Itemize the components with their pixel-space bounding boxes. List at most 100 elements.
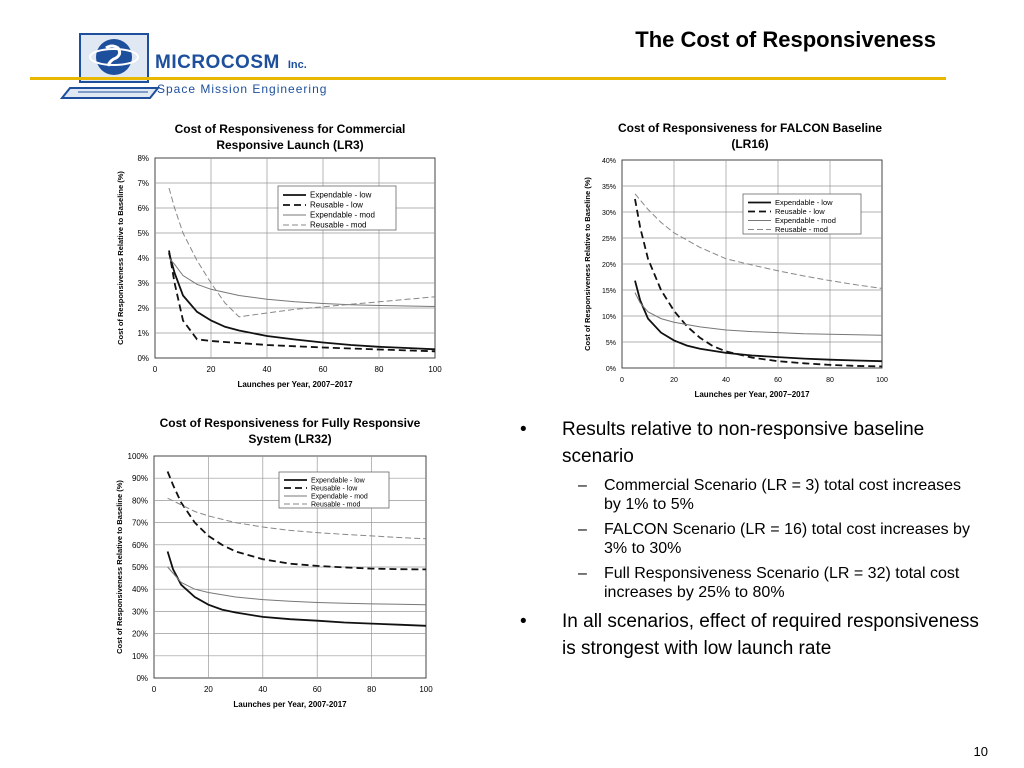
legend-label: Expendable - low <box>310 191 372 200</box>
y-axis-label: Cost of Responsiveness Relative to Basel… <box>583 177 592 351</box>
chart-2-title: Cost of Responsiveness for FALCON Baseli… <box>617 121 883 151</box>
sub-bullet-item: FALCON Scenario (LR = 16) total cost inc… <box>520 520 980 558</box>
y-tick-label: 40% <box>132 585 148 594</box>
y-tick-label: 20% <box>132 630 148 639</box>
sub-bullet-item: Full Responsiveness Scenario (LR = 32) t… <box>520 564 980 602</box>
y-tick-label: 1% <box>137 329 149 338</box>
legend-label: Expendable - low <box>775 198 833 207</box>
series-line <box>168 257 436 307</box>
bullet-item: Results relative to non-responsive basel… <box>520 416 980 470</box>
legend-label: Reusable - low <box>310 201 363 210</box>
bullet-item: In all scenarios, effect of required res… <box>520 608 980 662</box>
series-line <box>166 551 427 627</box>
y-tick-label: 4% <box>137 254 149 263</box>
series-line <box>634 198 883 368</box>
series-line <box>168 252 436 351</box>
chart-fully-responsive-lr32: 0 20 40 60 80 100 0% 10% 20% 30% 40% 50% 60% 70% 80% 90… <box>115 452 433 709</box>
x-tick-label: 80 <box>826 377 834 384</box>
legend-label: Expendable - mod <box>311 494 368 501</box>
y-tick-label: 20% <box>602 262 616 269</box>
chart-1-title: Cost of Responsiveness for Commercial Re… <box>174 122 406 152</box>
x-tick-label: 100 <box>428 365 442 374</box>
x-axis-label: Launches per Year, 2007–2017 <box>694 390 810 399</box>
y-axis-label: Cost of Responsiveness Relative to Basel… <box>115 480 124 654</box>
y-tick-label: 2% <box>137 304 149 313</box>
series-line <box>168 250 436 353</box>
y-tick-label: 100% <box>128 452 148 461</box>
x-tick-label: 40 <box>263 365 272 374</box>
legend-label: Reusable - mod <box>310 221 366 230</box>
series-line <box>634 280 883 363</box>
y-tick-label: 0% <box>136 674 148 683</box>
legend-label: Reusable - mod <box>775 225 828 234</box>
legend-label: Expendable - low <box>311 478 366 485</box>
y-tick-label: 10% <box>132 652 148 661</box>
legend-box <box>742 193 862 235</box>
x-tick-label: 20 <box>670 377 678 384</box>
y-tick-label: 0% <box>137 354 149 363</box>
chart-3-title: Cost of Responsiveness for Fully Respons… <box>159 416 421 446</box>
y-tick-label: 5% <box>606 340 616 347</box>
y-tick-label: 6% <box>137 204 149 213</box>
x-tick-label: 60 <box>313 685 322 694</box>
series-line <box>167 497 427 540</box>
slide-title: The Cost of Responsiveness <box>635 27 936 52</box>
y-tick-label: 35% <box>602 184 616 191</box>
x-tick-label: 0 <box>152 685 157 694</box>
series-line <box>167 566 427 606</box>
x-axis-label: Launches per Year, 2007-2017 <box>233 700 347 709</box>
y-tick-label: 40% <box>602 158 616 165</box>
y-tick-label: 8% <box>137 154 149 163</box>
y-tick-label: 70% <box>132 519 148 528</box>
y-tick-label: 80% <box>132 496 148 505</box>
legend-label: Reusable - low <box>775 207 825 216</box>
series-line <box>634 292 883 336</box>
logo-name: MICROCOSM Inc. <box>155 52 307 73</box>
x-tick-label: 100 <box>876 377 888 384</box>
y-tick-label: 90% <box>132 474 148 483</box>
y-tick-label: 25% <box>602 236 616 243</box>
x-tick-label: 80 <box>375 365 384 374</box>
y-tick-label: 15% <box>602 288 616 295</box>
legend-box <box>278 471 390 509</box>
logo-subtitle: Space Mission Engineering <box>157 82 328 96</box>
laptop-globe-icon <box>59 33 161 99</box>
y-tick-label: 0% <box>606 366 616 373</box>
microcosm-logo <box>30 30 360 102</box>
x-axis-label: Launches per Year, 2007–2017 <box>237 380 353 389</box>
legend-label: Reusable - mod <box>311 502 361 509</box>
x-tick-label: 20 <box>204 685 213 694</box>
x-tick-label: 0 <box>153 365 158 374</box>
series-line <box>634 193 883 289</box>
bullet-list: Results relative to non-responsive basel… <box>520 416 980 668</box>
y-tick-label: 3% <box>137 279 149 288</box>
x-tick-label: 20 <box>207 365 216 374</box>
y-tick-label: 7% <box>137 179 149 188</box>
chart-commercial-lr3: 0 20 40 60 80 100 0% 1% 2% 3% 4% 5% 6% 7% 8% Launches p… <box>116 154 442 389</box>
logo-inc: Inc. <box>287 59 307 71</box>
x-tick-label: 60 <box>774 377 782 384</box>
y-tick-label: 30% <box>132 607 148 616</box>
y-axis-label: Cost of Responsiveness Relative to Basel… <box>116 171 125 345</box>
title-divider <box>30 77 946 80</box>
series-line <box>168 187 436 318</box>
series-line <box>166 471 427 571</box>
legend-box <box>277 185 397 231</box>
y-tick-label: 60% <box>132 541 148 550</box>
x-tick-label: 60 <box>319 365 328 374</box>
y-tick-label: 50% <box>132 563 148 572</box>
y-tick-label: 30% <box>602 210 616 217</box>
x-tick-label: 40 <box>722 377 730 384</box>
legend-label: Expendable - mod <box>775 216 836 225</box>
legend-label: Expendable - mod <box>310 211 375 220</box>
x-tick-label: 0 <box>620 377 624 384</box>
x-tick-label: 40 <box>258 685 267 694</box>
sub-bullet-item: Commercial Scenario (LR = 3) total cost … <box>520 476 980 514</box>
page-number: 10 <box>973 744 988 759</box>
y-tick-label: 10% <box>602 314 616 321</box>
chart-falcon-lr16: 0 20 40 60 80 100 0% 5% 10% 15% 20% 25% 30% 35% 40% Lau… <box>583 158 888 399</box>
y-tick-label: 5% <box>137 229 149 238</box>
legend-label: Reusable - low <box>311 486 358 493</box>
x-tick-label: 80 <box>367 685 376 694</box>
x-tick-label: 100 <box>419 685 433 694</box>
